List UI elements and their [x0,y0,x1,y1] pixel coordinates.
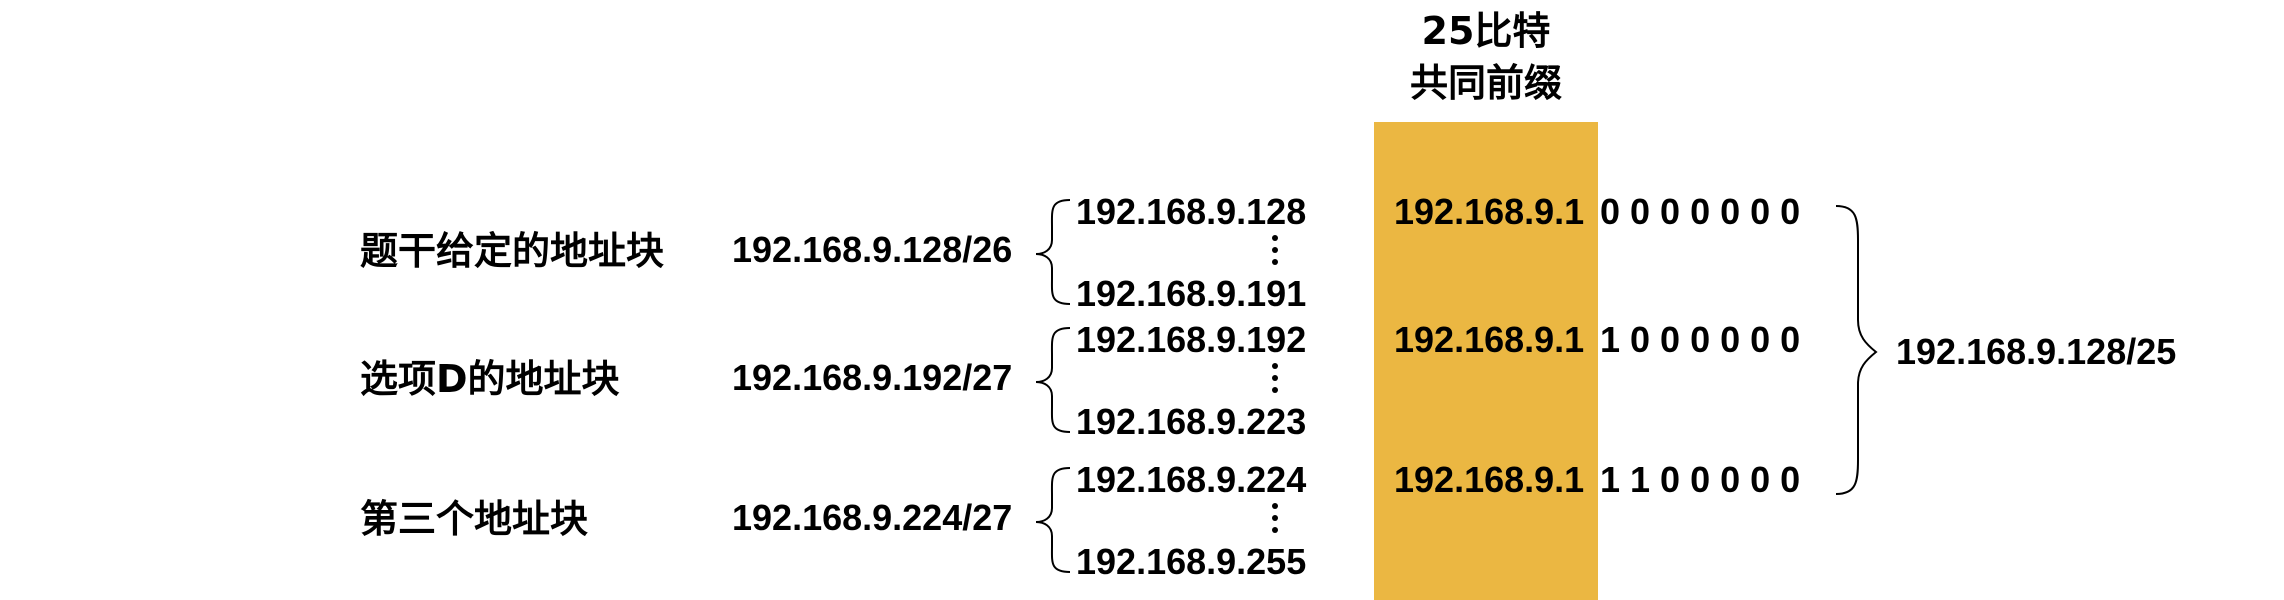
range-last-address: 192.168.9.191 [1076,273,1307,314]
remaining-bits: 1 0 0 0 0 0 0 [1600,319,1801,360]
common-prefix-text: 192.168.9.1 [1394,319,1585,360]
header-line1: 25比特 [1421,9,1551,53]
range-first-address: 192.168.9.224 [1076,459,1307,500]
row-label-third-block: 第三个地址块 [360,497,589,541]
range-last-address: 192.168.9.255 [1076,541,1307,582]
common-prefix-highlight [1374,122,1598,600]
remaining-bits: 1 1 0 0 0 0 0 [1600,459,1801,500]
remaining-bits: 0 0 0 0 0 0 0 [1600,191,1801,232]
range-last-address: 192.168.9.223 [1076,401,1307,442]
left-brace [1035,199,1071,305]
left-brace [1035,467,1071,573]
vertical-ellipsis [1272,235,1278,265]
header-line2: 共同前缀 [1409,61,1562,105]
row-cidr: 192.168.9.192/27 [732,357,1013,398]
row-label-given-block: 题干给定的地址块 [360,229,665,273]
right-brace [1835,205,1878,495]
vertical-ellipsis [1272,503,1278,533]
left-brace [1035,327,1071,433]
row-cidr: 192.168.9.224/27 [732,497,1013,538]
aggregated-result-cidr: 192.168.9.128/25 [1896,331,2177,372]
common-prefix-text: 192.168.9.1 [1394,191,1585,232]
range-first-address: 192.168.9.128 [1076,191,1307,232]
common-prefix-text: 192.168.9.1 [1394,459,1585,500]
vertical-ellipsis [1272,363,1278,393]
range-first-address: 192.168.9.192 [1076,319,1307,360]
row-label-option-d-block: 选项D的地址块 [360,357,620,401]
row-cidr: 192.168.9.128/26 [732,229,1013,270]
